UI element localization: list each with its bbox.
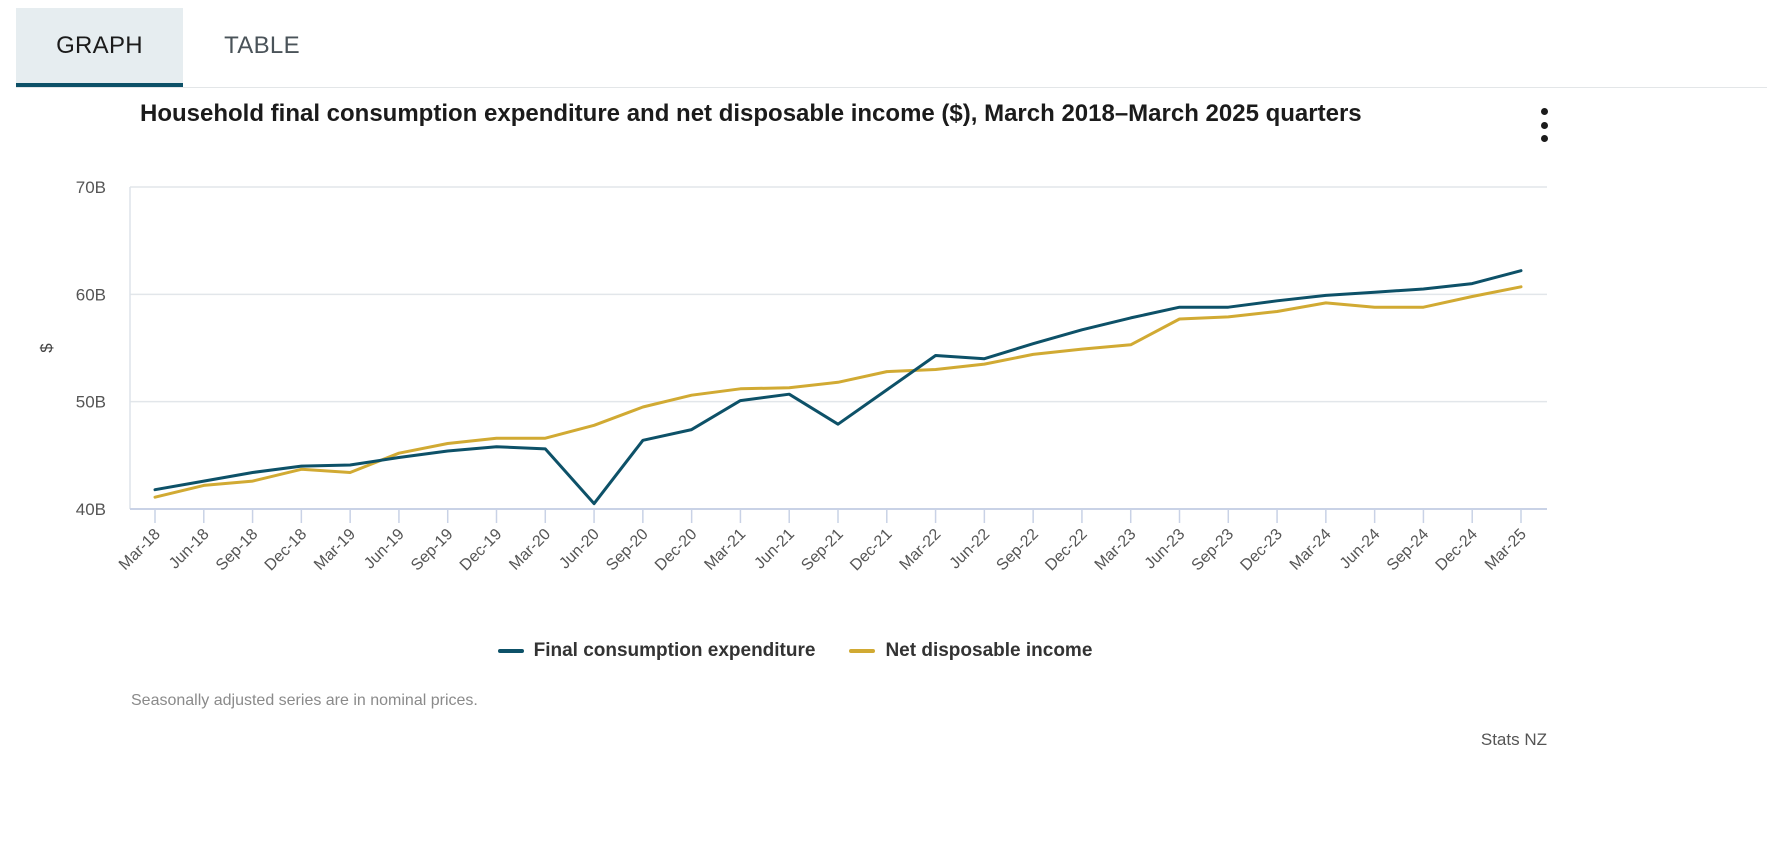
y-tick-label: 40B (76, 500, 106, 519)
x-tick-label: Jun-19 (361, 526, 408, 573)
x-tick-label: Sep-19 (408, 526, 457, 575)
legend-label: Final consumption expenditure (533, 640, 816, 661)
x-tick-label: Sep-24 (1384, 526, 1433, 575)
series-line-final-consumption-expenditure (153, 269, 1523, 506)
legend-swatch (497, 649, 524, 653)
series-line-net-disposable-income (153, 285, 1523, 499)
x-tick-label: Sep-20 (603, 526, 652, 575)
y-axis: 40B 50B 60B 70B (76, 178, 131, 519)
x-tick-label: Dec-19 (457, 526, 506, 575)
x-tick-label: Mar-21 (701, 526, 749, 574)
legend-label: Net disposable income (885, 640, 1093, 661)
source-credit[interactable]: Stats NZ (1480, 730, 1547, 749)
chart-menu-button[interactable] (1530, 108, 1558, 142)
x-tick-label: Sep-22 (993, 526, 1042, 575)
legend-item-ndi[interactable]: Net disposable income (849, 640, 1092, 662)
chart-legend: Final consumption expenditure Net dispos… (0, 640, 1590, 662)
menu-dot-icon (1540, 135, 1548, 142)
x-tick-label: Mar-25 (1482, 526, 1530, 574)
x-tick-label: Sep-18 (213, 526, 262, 575)
x-tick-label: Dec-20 (652, 526, 701, 575)
x-tick-label: Jun-23 (1142, 526, 1189, 573)
x-tick-label: Mar-18 (116, 526, 164, 574)
x-tick-label: Sep-23 (1189, 526, 1238, 575)
y-tick-label: 50B (76, 393, 106, 412)
x-tick-label: Mar-19 (311, 526, 359, 574)
x-tick-label: Mar-22 (897, 526, 945, 574)
x-tick-label: Mar-24 (1287, 526, 1335, 574)
x-tick-label: Jun-20 (556, 526, 603, 573)
chart-title: Household final consumption expenditure … (140, 100, 1362, 127)
menu-dot-icon (1540, 121, 1548, 129)
y-axis-label: $ (37, 343, 56, 353)
x-tick-label: Dec-18 (262, 526, 311, 575)
x-axis: Mar-18 Jun-18 Sep-18 Dec-18 Mar-19 Jun-19 Sep-… (116, 508, 1547, 575)
tab-bar: GRAPH TABLE (16, 8, 1767, 88)
y-tick-label: 60B (76, 285, 106, 304)
x-tick-label: Sep-21 (798, 526, 847, 575)
grid-lines (130, 186, 1547, 403)
legend-swatch (849, 649, 876, 653)
x-tick-label: Mar-23 (1092, 526, 1140, 574)
x-tick-label: Jun-24 (1337, 526, 1384, 573)
x-tick-label: Mar-20 (506, 526, 554, 574)
x-tick-label: Dec-22 (1042, 526, 1091, 575)
chart-footnote: Seasonally adjusted series are in nomina… (131, 692, 478, 709)
x-tick-label: Jun-22 (947, 526, 994, 573)
x-tick-label: Jun-18 (166, 526, 213, 573)
y-tick-label: 70B (76, 178, 106, 197)
x-tick-label: Dec-23 (1237, 526, 1286, 575)
x-tick-label: Dec-21 (847, 526, 896, 575)
x-tick-label: Jun-21 (751, 526, 798, 573)
series-lines (153, 269, 1523, 506)
legend-item-fce[interactable]: Final consumption expenditure (497, 640, 816, 662)
menu-dot-icon (1540, 108, 1548, 115)
tab-graph[interactable]: GRAPH (16, 8, 183, 87)
x-tick-label: Dec-24 (1433, 526, 1482, 575)
tab-table[interactable]: TABLE (224, 32, 300, 59)
